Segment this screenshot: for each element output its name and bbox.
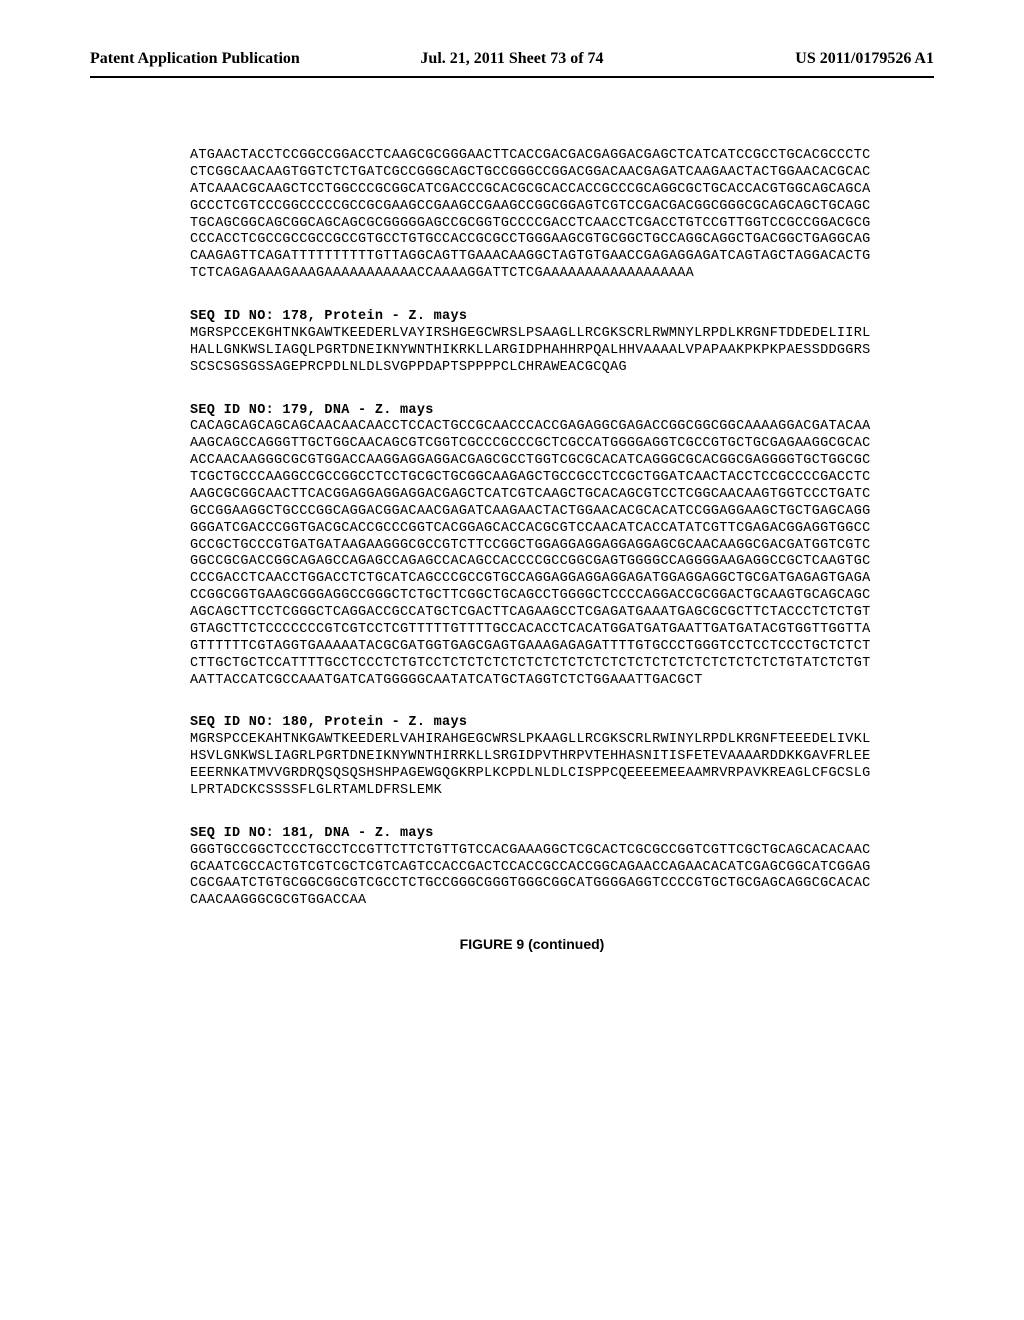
sequence-body: MGRSPCCEKGHTNKGAWTKEEDERLVAYIRSHGEGCWRSL… <box>190 326 874 377</box>
sequence-block: SEQ ID NO: 178, Protein - Z. mays MGRSPC… <box>190 309 874 377</box>
sequence-body: GGGTGCCGGCTCCCTGCCTCCGTTCTTCTGTTGTCCACGA… <box>190 843 874 911</box>
sequence-block: SEQ ID NO: 181, DNA - Z. mays GGGTGCCGGC… <box>190 826 874 910</box>
sequence-block: ATGAACTACCTCCGGCCGGACCTCAAGCGCGGGAACTTCA… <box>190 148 874 283</box>
sequence-block: SEQ ID NO: 179, DNA - Z. mays CACAGCAGCA… <box>190 403 874 690</box>
sequence-block: SEQ ID NO: 180, Protein - Z. mays MGRSPC… <box>190 715 874 799</box>
header-publication: Patent Application Publication <box>90 50 371 68</box>
sequence-title: SEQ ID NO: 179, DNA - Z. mays <box>190 403 874 420</box>
sequence-body: MGRSPCCEKAHTNKGAWTKEEDERLVAHIRAHGEGCWRSL… <box>190 732 874 800</box>
sequence-title: SEQ ID NO: 180, Protein - Z. mays <box>190 715 874 732</box>
header-date-sheet: Jul. 21, 2011 Sheet 73 of 74 <box>371 50 652 68</box>
sequence-title: SEQ ID NO: 178, Protein - Z. mays <box>190 309 874 326</box>
figure-caption: FIGURE 9 (continued) <box>190 936 874 952</box>
header-docnumber: US 2011/0179526 A1 <box>653 50 934 68</box>
sequence-title: SEQ ID NO: 181, DNA - Z. mays <box>190 826 874 843</box>
page-header: Patent Application Publication Jul. 21, … <box>0 0 1024 76</box>
sequence-body: ATGAACTACCTCCGGCCGGACCTCAAGCGCGGGAACTTCA… <box>190 148 874 283</box>
page-content: ATGAACTACCTCCGGCCGGACCTCAAGCGCGGGAACTTCA… <box>0 78 1024 962</box>
sequence-body: CACAGCAGCAGCAGCAACAACAACCTCCACTGCCGCAACC… <box>190 419 874 689</box>
